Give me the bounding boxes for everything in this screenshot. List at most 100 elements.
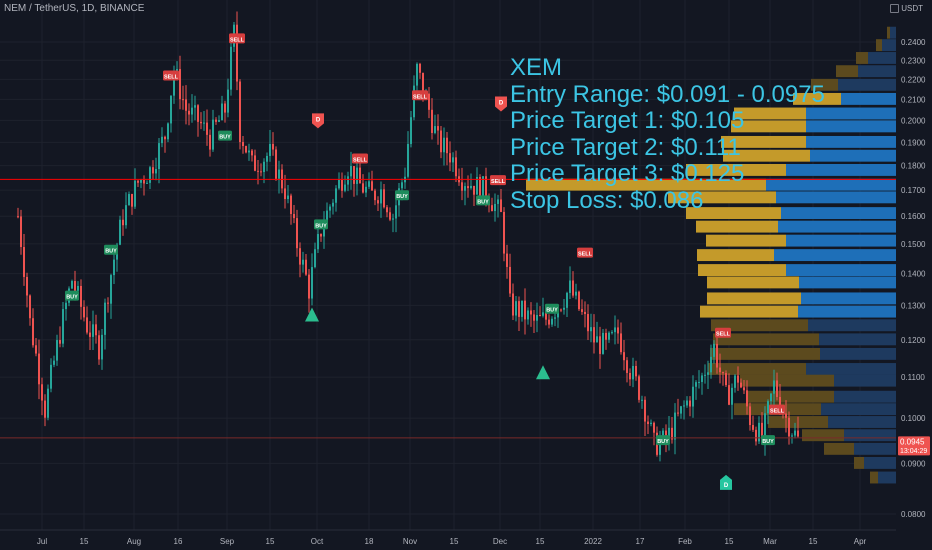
overlay-stop-loss: Stop Loss: $0.086 — [510, 186, 704, 214]
candle-body — [104, 302, 106, 335]
candle-body — [350, 166, 352, 177]
profile-bar-blue — [882, 39, 896, 52]
signal-label: BUY — [219, 135, 231, 141]
candle-body — [272, 143, 274, 150]
currency-selector[interactable]: USDT — [890, 4, 923, 14]
candle-body — [302, 259, 304, 265]
candle-body — [389, 212, 391, 220]
candle-body — [128, 194, 130, 206]
y-tick-label: 0.2300 — [901, 56, 926, 65]
candle-body — [773, 380, 775, 394]
candle-body — [29, 295, 31, 319]
profile-bar-gold — [711, 319, 808, 332]
up-triangle-marker — [536, 365, 550, 380]
candle-body — [752, 425, 754, 430]
candle-body — [152, 167, 154, 174]
candle-body — [755, 429, 757, 442]
candle-body — [35, 345, 37, 354]
candle-body — [521, 300, 523, 317]
buy-flag-marker — [720, 474, 732, 490]
candle-body — [38, 353, 40, 385]
candle-body — [296, 218, 298, 249]
profile-bar-blue — [810, 149, 896, 162]
candle-body — [98, 335, 100, 360]
candle-body — [791, 435, 793, 437]
horizontal-lines — [0, 178, 896, 439]
signal-label: BUY — [657, 439, 669, 445]
profile-bar-gold — [721, 135, 806, 148]
candle-body — [605, 332, 607, 340]
candle-body — [779, 396, 781, 412]
candle-body — [86, 317, 88, 333]
candle-body — [797, 430, 799, 437]
profile-bar-blue — [878, 471, 896, 484]
profile-bar-gold — [713, 333, 819, 346]
candle-body — [332, 202, 334, 207]
profile-bar-blue — [806, 120, 896, 133]
candle-body — [653, 422, 655, 433]
candle-body — [509, 266, 511, 294]
sell-signal — [490, 175, 506, 186]
candle-body — [74, 281, 76, 291]
candle-body — [455, 157, 457, 177]
candle-body — [77, 285, 79, 291]
candle-body — [80, 285, 82, 307]
candle-body — [734, 375, 736, 388]
profile-bar-blue — [834, 374, 896, 387]
candle-body — [449, 153, 451, 163]
profile-bar-blue — [786, 264, 896, 277]
candle-body — [251, 150, 253, 156]
candle-body — [506, 253, 508, 267]
candle-body — [323, 225, 325, 237]
signal-label: SELL — [770, 409, 785, 415]
profile-bar-gold — [698, 264, 786, 277]
candle-body — [722, 372, 724, 374]
profile-bar-blue — [858, 65, 896, 78]
profile-bar-blue — [801, 292, 896, 305]
candle-body — [56, 340, 58, 361]
candle-body — [617, 327, 619, 334]
candle-body — [482, 176, 484, 201]
candle-body — [674, 412, 676, 440]
last-price-label: 0.0945 — [900, 437, 925, 446]
candle-body — [173, 71, 175, 96]
candle-body — [743, 387, 745, 391]
candle-body — [41, 384, 43, 401]
candle-body — [305, 259, 307, 275]
candle-body — [725, 373, 727, 386]
candle-body — [671, 427, 673, 440]
candle-body — [716, 343, 718, 368]
candle-body — [236, 24, 238, 82]
x-axis: Jul 15 Aug 16 Sep 15 Oct 18 Nov 15 Dec 15 2022 17 Feb 1… — [0, 529, 896, 546]
candle-body — [608, 332, 610, 340]
profile-bar-blue — [890, 26, 896, 39]
candle-body — [635, 365, 637, 377]
profile-bar-gold — [824, 442, 854, 455]
profile-bar-gold — [707, 292, 801, 305]
candle-body — [380, 189, 382, 204]
x-tick-label: 15 — [536, 537, 545, 546]
candle-body — [746, 390, 748, 407]
candle-body — [197, 105, 199, 122]
candle-body — [644, 399, 646, 422]
candle-body — [392, 218, 394, 220]
candle-body — [581, 309, 583, 312]
profile-bar-blue — [854, 442, 896, 455]
candle-body — [737, 375, 739, 383]
candle-body — [413, 85, 415, 118]
candle-body — [137, 180, 139, 183]
profile-bar-gold — [696, 220, 778, 233]
candle-body — [215, 119, 217, 122]
candle-body — [515, 301, 517, 316]
x-tick-label: Apr — [854, 537, 867, 546]
candle-body — [65, 302, 67, 310]
candle-body — [182, 99, 184, 101]
x-tick-label: Mar — [763, 537, 777, 546]
flag-label: D — [499, 100, 504, 106]
overlay-target-2: Price Target 2: $0.111 — [510, 133, 741, 161]
profile-bar-gold — [708, 363, 806, 375]
candle-body — [602, 332, 604, 354]
signal-label: SELL — [578, 252, 593, 258]
buy-signal — [218, 130, 232, 141]
